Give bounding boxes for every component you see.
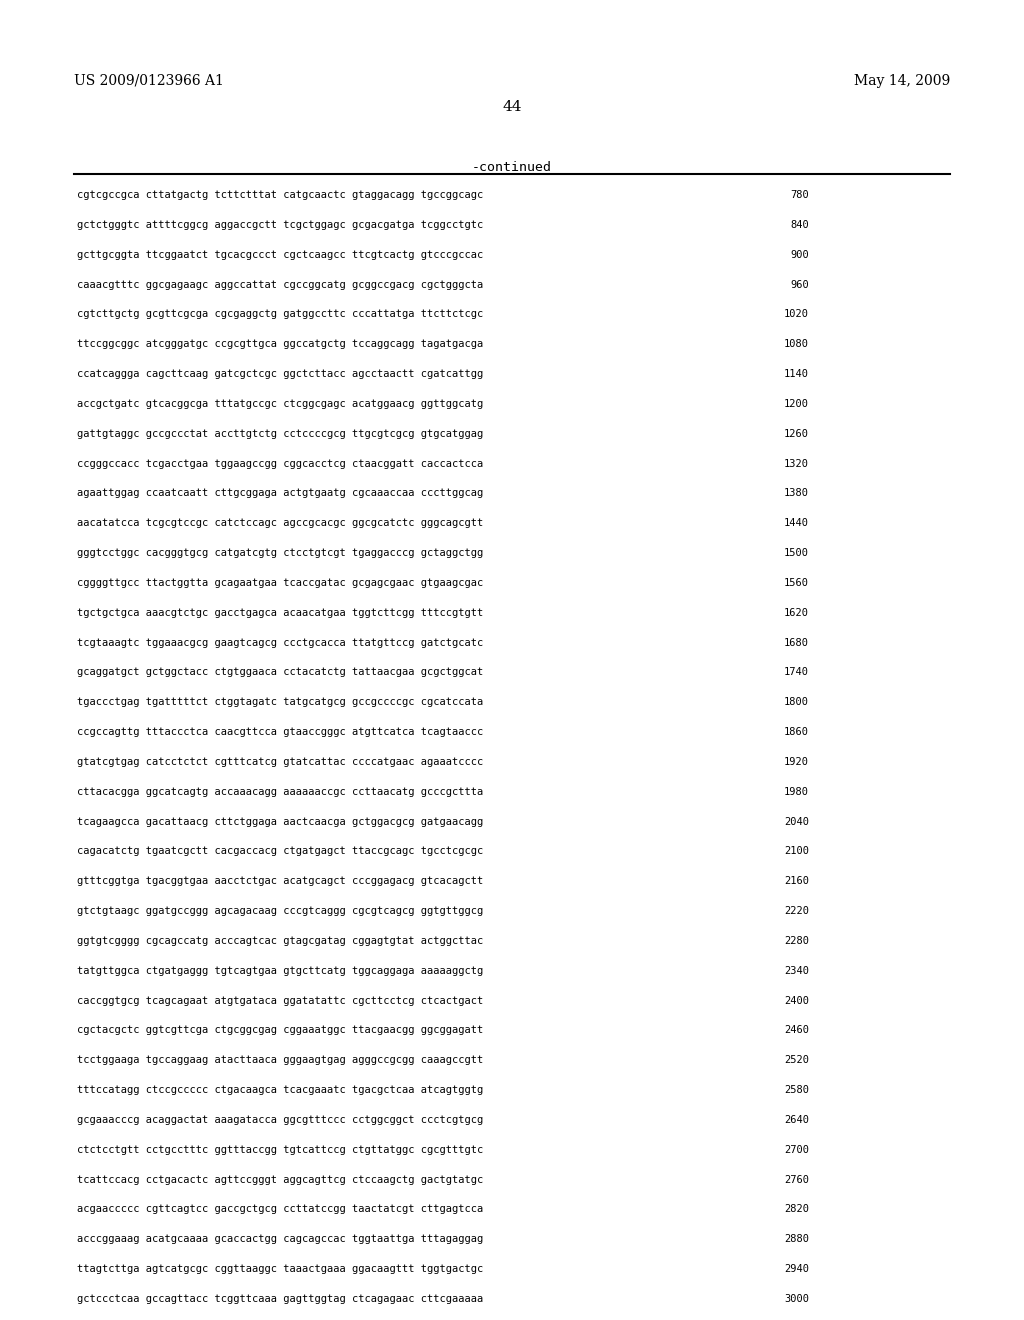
Text: 1860: 1860 xyxy=(784,727,809,737)
Text: 1620: 1620 xyxy=(784,607,809,618)
Text: 2340: 2340 xyxy=(784,966,809,975)
Text: 2760: 2760 xyxy=(784,1175,809,1184)
Text: US 2009/0123966 A1: US 2009/0123966 A1 xyxy=(74,74,223,88)
Text: 1020: 1020 xyxy=(784,309,809,319)
Text: 1260: 1260 xyxy=(784,429,809,438)
Text: ctctcctgtt cctgcctttc ggtttaccgg tgtcattccg ctgttatggc cgcgtttgtc: ctctcctgtt cctgcctttc ggtttaccgg tgtcatt… xyxy=(77,1144,483,1155)
Text: tatgttggca ctgatgaggg tgtcagtgaa gtgcttcatg tggcaggaga aaaaaggctg: tatgttggca ctgatgaggg tgtcagtgaa gtgcttc… xyxy=(77,966,483,975)
Text: cttacacgga ggcatcagtg accaaacagg aaaaaaccgc ccttaacatg gcccgcttta: cttacacgga ggcatcagtg accaaacagg aaaaaac… xyxy=(77,787,483,797)
Text: cgctacgctc ggtcgttcga ctgcggcgag cggaaatggc ttacgaacgg ggcggagatt: cgctacgctc ggtcgttcga ctgcggcgag cggaaat… xyxy=(77,1026,483,1035)
Text: 2880: 2880 xyxy=(784,1234,809,1245)
Text: -continued: -continued xyxy=(472,161,552,174)
Text: tcgtaaagtc tggaaacgcg gaagtcagcg ccctgcacca ttatgttccg gatctgcatc: tcgtaaagtc tggaaacgcg gaagtcagcg ccctgca… xyxy=(77,638,483,648)
Text: 2220: 2220 xyxy=(784,906,809,916)
Text: gctctgggtc attttcggcg aggaccgctt tcgctggagc gcgacgatga tcggcctgtc: gctctgggtc attttcggcg aggaccgctt tcgctgg… xyxy=(77,220,483,230)
Text: acgaaccccc cgttcagtcc gaccgctgcg ccttatccgg taactatcgt cttgagtcca: acgaaccccc cgttcagtcc gaccgctgcg ccttatc… xyxy=(77,1204,483,1214)
Text: 1920: 1920 xyxy=(784,756,809,767)
Text: 2520: 2520 xyxy=(784,1055,809,1065)
Text: ccgccagttg tttaccctca caacgttcca gtaaccgggc atgttcatca tcagtaaccc: ccgccagttg tttaccctca caacgttcca gtaaccg… xyxy=(77,727,483,737)
Text: caccggtgcg tcagcagaat atgtgataca ggatatattc cgcttcctcg ctcactgact: caccggtgcg tcagcagaat atgtgataca ggatata… xyxy=(77,995,483,1006)
Text: 1320: 1320 xyxy=(784,458,809,469)
Text: tcattccacg cctgacactc agttccgggt aggcagttcg ctccaagctg gactgtatgc: tcattccacg cctgacactc agttccgggt aggcagt… xyxy=(77,1175,483,1184)
Text: 960: 960 xyxy=(791,280,809,289)
Text: 2160: 2160 xyxy=(784,876,809,886)
Text: 1740: 1740 xyxy=(784,668,809,677)
Text: 2400: 2400 xyxy=(784,995,809,1006)
Text: caaacgtttc ggcgagaagc aggccattat cgccggcatg gcggccgacg cgctgggcta: caaacgtttc ggcgagaagc aggccattat cgccggc… xyxy=(77,280,483,289)
Text: 2940: 2940 xyxy=(784,1265,809,1274)
Text: 2460: 2460 xyxy=(784,1026,809,1035)
Text: agaattggag ccaatcaatt cttgcggaga actgtgaatg cgcaaaccaa cccttggcag: agaattggag ccaatcaatt cttgcggaga actgtga… xyxy=(77,488,483,499)
Text: gggtcctggc cacgggtgcg catgatcgtg ctcctgtcgt tgaggacccg gctaggctgg: gggtcctggc cacgggtgcg catgatcgtg ctcctgt… xyxy=(77,548,483,558)
Text: cgtcgccgca cttatgactg tcttctttat catgcaactc gtaggacagg tgccggcagc: cgtcgccgca cttatgactg tcttctttat catgcaa… xyxy=(77,190,483,201)
Text: ggtgtcgggg cgcagccatg acccagtcac gtagcgatag cggagtgtat actggcttac: ggtgtcgggg cgcagccatg acccagtcac gtagcga… xyxy=(77,936,483,946)
Text: gcttgcggta ttcggaatct tgcacgccct cgctcaagcc ttcgtcactg gtcccgccac: gcttgcggta ttcggaatct tgcacgccct cgctcaa… xyxy=(77,249,483,260)
Text: 1560: 1560 xyxy=(784,578,809,587)
Text: 2700: 2700 xyxy=(784,1144,809,1155)
Text: gtatcgtgag catcctctct cgtttcatcg gtatcattac ccccatgaac agaaatcccc: gtatcgtgag catcctctct cgtttcatcg gtatcat… xyxy=(77,756,483,767)
Text: accgctgatc gtcacggcga tttatgccgc ctcggcgagc acatggaacg ggttggcatg: accgctgatc gtcacggcga tttatgccgc ctcggcg… xyxy=(77,399,483,409)
Text: 900: 900 xyxy=(791,249,809,260)
Text: 3000: 3000 xyxy=(784,1294,809,1304)
Text: tcagaagcca gacattaacg cttctggaga aactcaacga gctggacgcg gatgaacagg: tcagaagcca gacattaacg cttctggaga aactcaa… xyxy=(77,817,483,826)
Text: 44: 44 xyxy=(502,100,522,115)
Text: gattgtaggc gccgccctat accttgtctg cctccccgcg ttgcgtcgcg gtgcatggag: gattgtaggc gccgccctat accttgtctg cctcccc… xyxy=(77,429,483,438)
Text: acccggaaag acatgcaaaa gcaccactgg cagcagccac tggtaattga tttagaggag: acccggaaag acatgcaaaa gcaccactgg cagcagc… xyxy=(77,1234,483,1245)
Text: 1380: 1380 xyxy=(784,488,809,499)
Text: gctccctcaa gccagttacc tcggttcaaa gagttggtag ctcagagaac cttcgaaaaa: gctccctcaa gccagttacc tcggttcaaa gagttgg… xyxy=(77,1294,483,1304)
Text: 1680: 1680 xyxy=(784,638,809,648)
Text: gtttcggtga tgacggtgaa aacctctgac acatgcagct cccggagacg gtcacagctt: gtttcggtga tgacggtgaa aacctctgac acatgca… xyxy=(77,876,483,886)
Text: 1140: 1140 xyxy=(784,370,809,379)
Text: 2280: 2280 xyxy=(784,936,809,946)
Text: 2820: 2820 xyxy=(784,1204,809,1214)
Text: ccatcaggga cagcttcaag gatcgctcgc ggctcttacc agcctaactt cgatcattgg: ccatcaggga cagcttcaag gatcgctcgc ggctctt… xyxy=(77,370,483,379)
Text: ccgggccacc tcgacctgaa tggaagccgg cggcacctcg ctaacggatt caccactcca: ccgggccacc tcgacctgaa tggaagccgg cggcacc… xyxy=(77,458,483,469)
Text: gcaggatgct gctggctacc ctgtggaaca cctacatctg tattaacgaa gcgctggcat: gcaggatgct gctggctacc ctgtggaaca cctacat… xyxy=(77,668,483,677)
Text: 1200: 1200 xyxy=(784,399,809,409)
Text: tgctgctgca aaacgtctgc gacctgagca acaacatgaa tggtcttcgg tttccgtgtt: tgctgctgca aaacgtctgc gacctgagca acaacat… xyxy=(77,607,483,618)
Text: 1080: 1080 xyxy=(784,339,809,350)
Text: ttccggcggc atcgggatgc ccgcgttgca ggccatgctg tccaggcagg tagatgacga: ttccggcggc atcgggatgc ccgcgttgca ggccatg… xyxy=(77,339,483,350)
Text: 2580: 2580 xyxy=(784,1085,809,1096)
Text: 840: 840 xyxy=(791,220,809,230)
Text: 1440: 1440 xyxy=(784,519,809,528)
Text: 2100: 2100 xyxy=(784,846,809,857)
Text: 780: 780 xyxy=(791,190,809,201)
Text: tgaccctgag tgatttttct ctggtagatc tatgcatgcg gccgccccgc cgcatccata: tgaccctgag tgatttttct ctggtagatc tatgcat… xyxy=(77,697,483,708)
Text: tcctggaaga tgccaggaag atacttaaca gggaagtgag agggccgcgg caaagccgtt: tcctggaaga tgccaggaag atacttaaca gggaagt… xyxy=(77,1055,483,1065)
Text: 1800: 1800 xyxy=(784,697,809,708)
Text: 1500: 1500 xyxy=(784,548,809,558)
Text: aacatatcca tcgcgtccgc catctccagc agccgcacgc ggcgcatctc gggcagcgtt: aacatatcca tcgcgtccgc catctccagc agccgca… xyxy=(77,519,483,528)
Text: 2640: 2640 xyxy=(784,1115,809,1125)
Text: May 14, 2009: May 14, 2009 xyxy=(854,74,950,88)
Text: gcgaaacccg acaggactat aaagatacca ggcgtttccc cctggcggct ccctcgtgcg: gcgaaacccg acaggactat aaagatacca ggcgttt… xyxy=(77,1115,483,1125)
Text: ttagtcttga agtcatgcgc cggttaaggc taaactgaaa ggacaagttt tggtgactgc: ttagtcttga agtcatgcgc cggttaaggc taaactg… xyxy=(77,1265,483,1274)
Text: cagacatctg tgaatcgctt cacgaccacg ctgatgagct ttaccgcagc tgcctcgcgc: cagacatctg tgaatcgctt cacgaccacg ctgatga… xyxy=(77,846,483,857)
Text: cgtcttgctg gcgttcgcga cgcgaggctg gatggccttc cccattatga ttcttctcgc: cgtcttgctg gcgttcgcga cgcgaggctg gatggcc… xyxy=(77,309,483,319)
Text: 2040: 2040 xyxy=(784,817,809,826)
Text: 1980: 1980 xyxy=(784,787,809,797)
Text: cggggttgcc ttactggtta gcagaatgaa tcaccgatac gcgagcgaac gtgaagcgac: cggggttgcc ttactggtta gcagaatgaa tcaccga… xyxy=(77,578,483,587)
Text: gtctgtaagc ggatgccggg agcagacaag cccgtcaggg cgcgtcagcg ggtgttggcg: gtctgtaagc ggatgccggg agcagacaag cccgtca… xyxy=(77,906,483,916)
Text: tttccatagg ctccgccccc ctgacaagca tcacgaaatc tgacgctcaa atcagtggtg: tttccatagg ctccgccccc ctgacaagca tcacgaa… xyxy=(77,1085,483,1096)
